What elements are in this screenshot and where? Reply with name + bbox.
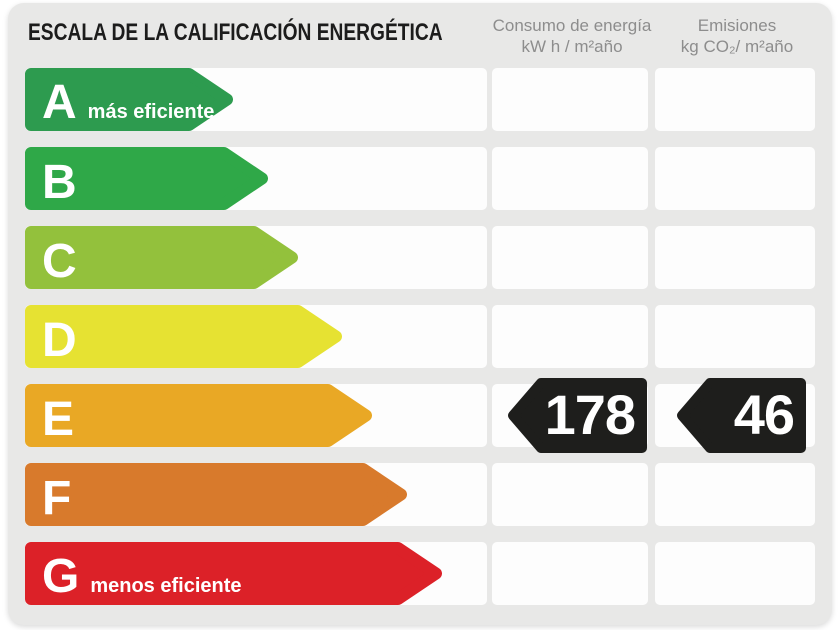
consumption-value-badge: 178 [508, 378, 647, 453]
consumption-cell-d [492, 305, 648, 368]
consumption-cell-b [492, 147, 648, 210]
emissions-value-badge: 46 [677, 378, 806, 453]
grade-label-f: F [42, 472, 71, 525]
efficiency-note-a: más eficiente [87, 101, 215, 123]
scale-row-b: B [8, 147, 832, 210]
grade-letter-b: B [42, 156, 77, 209]
energy-label-panel: ESCALA DE LA CALIFICACIÓN ENERGÉTICA Con… [8, 3, 832, 625]
emissions-cell-c [655, 226, 815, 289]
emissions-column-header: Emisiones kg CO₂/ m²año [655, 15, 819, 57]
grade-letter-d: D [42, 314, 77, 367]
emissions-header-line1: Emisiones [697, 16, 777, 35]
grade-letter-e: E [42, 393, 74, 446]
grade-bar-e: E [25, 384, 372, 447]
emissions-cell-a [655, 68, 815, 131]
grade-letter-c: C [42, 235, 77, 288]
scale-row-d: D [8, 305, 832, 368]
emissions-cell-b [655, 147, 815, 210]
emissions-cell-d [655, 305, 815, 368]
consumption-header-line1: Consumo de energía [492, 16, 652, 35]
consumption-cell-c [492, 226, 648, 289]
page-title: ESCALA DE LA CALIFICACIÓN ENERGÉTICA [28, 19, 443, 46]
scale-row-f: F [8, 463, 832, 526]
consumption-cell-g [492, 542, 648, 605]
grade-label-b: B [42, 156, 77, 209]
grade-bar-b: B [25, 147, 268, 210]
scale-row-e: E 178 46 [8, 378, 832, 453]
consumption-cell-f [492, 463, 648, 526]
grade-letter-g: G [42, 550, 79, 603]
consumption-value: 178 [544, 382, 636, 446]
consumption-header-units: kW h / m²año [521, 37, 623, 56]
efficiency-note-g: menos eficiente [90, 575, 242, 597]
grade-bar-f: F [25, 463, 407, 526]
consumption-column-header: Consumo de energía kW h / m²año [492, 15, 652, 57]
grade-letter-f: F [42, 472, 71, 525]
consumption-cell-a [492, 68, 648, 131]
emissions-cell-f [655, 463, 815, 526]
grade-label-e: E [42, 393, 74, 446]
emissions-header-units: kg CO₂/ m²año [680, 37, 794, 56]
grade-label-c: C [42, 235, 77, 288]
grade-label-d: D [42, 314, 77, 367]
emissions-cell-g [655, 542, 815, 605]
grade-bar-d: D [25, 305, 342, 368]
grade-bar-c: C [25, 226, 298, 289]
scale-row-c: C [8, 226, 832, 289]
emissions-value: 46 [733, 382, 795, 446]
grade-letter-a: A [42, 76, 77, 129]
